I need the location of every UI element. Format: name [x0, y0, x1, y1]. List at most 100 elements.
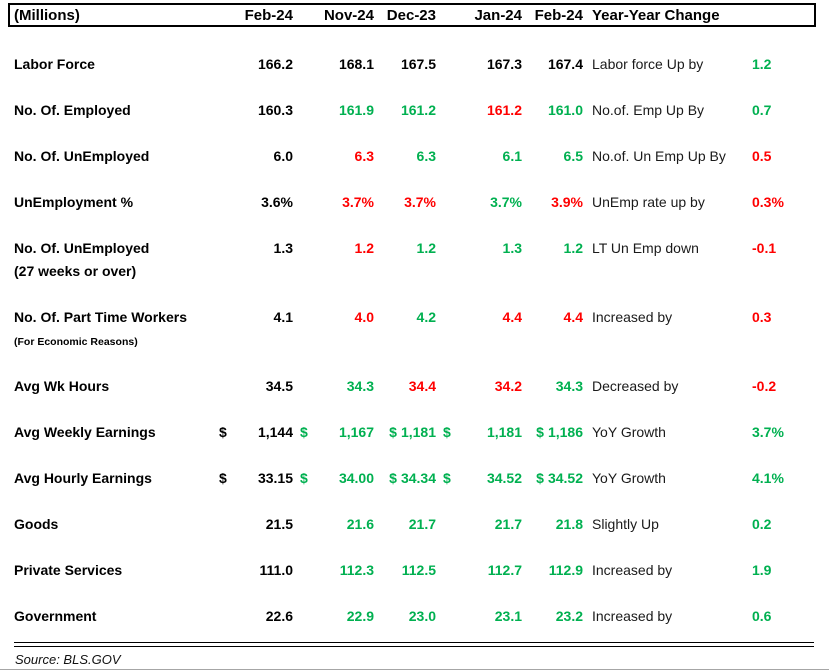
row-label-cell: Labor Force — [14, 57, 219, 72]
cell-value: 1,181 — [400, 424, 436, 440]
row-label-cell: Government — [14, 609, 219, 624]
row-label: Private Services — [14, 562, 123, 578]
cell-value: 21.8 — [555, 516, 583, 532]
value-cell: $1,181 — [443, 425, 526, 440]
cell-value: 4.1 — [273, 309, 293, 325]
value-cell: 3.7% — [300, 195, 378, 210]
value-cell: 21.7 — [378, 517, 440, 532]
value-cell: 23.1 — [443, 609, 526, 624]
value-cell: 3.7% — [378, 195, 440, 210]
value-cell: $1,181 — [378, 425, 440, 440]
table-row: Goods 21.5 21.6 21.7 21.7 21.8 Slightly Up 0.2 — [0, 502, 829, 548]
cell-value: 111.0 — [259, 562, 294, 578]
value-cell: 21.8 — [526, 517, 587, 532]
change-value: 0.5 — [752, 148, 772, 164]
value-cell: 6.5 — [526, 149, 587, 164]
currency-symbol: $ — [219, 424, 227, 440]
cell-value: 34.3 — [346, 378, 374, 394]
cell-value: 4.2 — [416, 309, 436, 325]
header-unit-label: (Millions) — [14, 6, 80, 24]
cell-value: 1.2 — [354, 240, 374, 256]
table-row: No. Of. Part Time Workers (For Economic R… — [0, 295, 829, 364]
cell-value: 112.9 — [548, 562, 583, 578]
row-label-cell: No. Of. Part Time Workers (For Economic R… — [14, 310, 219, 350]
cell-value: 34.00 — [338, 470, 374, 486]
row-label-cell: No. Of. UnEmployed (27 weeks or over) — [14, 241, 219, 279]
row-label: No. Of. UnEmployed — [14, 148, 150, 164]
change-description: YoY Growth — [592, 424, 666, 440]
value-cell: 34.4 — [378, 379, 440, 394]
cell-value: 4.4 — [502, 309, 522, 325]
value-cell: 112.5 — [378, 563, 440, 578]
row-label-cell: Goods — [14, 517, 219, 532]
row-label-cell: No. Of. UnEmployed — [14, 149, 219, 164]
change-description: Slightly Up — [592, 516, 659, 532]
cell-value: 160.3 — [257, 102, 293, 118]
cell-value: 6.3 — [416, 148, 436, 164]
cell-value: 34.52 — [547, 470, 583, 486]
table-row: No. Of. UnEmployed (27 weeks or over) 1.3 1… — [0, 226, 829, 295]
value-cell: 4.4 — [443, 310, 526, 325]
change-description: Decreased by — [592, 378, 679, 394]
table-row: Government 22.6 22.9 23.0 23.1 23.2 Increased … — [0, 594, 829, 640]
row-label: Avg Hourly Earnings — [14, 470, 152, 486]
change-description: No.of. Un Emp Up By — [592, 148, 726, 164]
currency-symbol: $ — [443, 424, 451, 440]
value-cell: 161.0 — [526, 103, 587, 118]
cell-value: 34.52 — [486, 470, 522, 486]
cell-value: 6.0 — [273, 148, 293, 164]
cell-value: 161.2 — [486, 102, 522, 118]
value-cell: $1,186 — [526, 425, 587, 440]
cell-value: 22.9 — [346, 608, 374, 624]
currency-symbol: $ — [219, 470, 227, 486]
table-row: No. Of. Employed 160.3 161.9 161.2 161.2 161.… — [0, 88, 829, 134]
row-label: Avg Wk Hours — [14, 378, 110, 394]
row-label: No. Of. Employed — [14, 102, 131, 118]
cell-value: 21.7 — [494, 516, 522, 532]
cell-value: 1.2 — [563, 240, 583, 256]
cell-value: 3.7% — [342, 194, 374, 210]
cell-value: 1.2 — [416, 240, 436, 256]
value-cell: 111.0 — [219, 563, 297, 578]
row-label: No. Of. Part Time Workers — [14, 309, 187, 325]
value-cell: $34.52 — [526, 471, 587, 486]
cell-value: 3.7% — [490, 194, 522, 210]
cell-value: 4.4 — [563, 309, 583, 325]
change-value: 0.3% — [752, 194, 784, 210]
change-value: 4.1% — [752, 470, 784, 486]
cell-value: 1.3 — [273, 240, 293, 256]
value-cell: 3.6% — [219, 195, 297, 210]
change-description: No.of. Emp Up By — [592, 102, 705, 118]
value-cell: 34.5 — [219, 379, 297, 394]
value-cell: $1,144 — [219, 425, 297, 440]
cell-value: 6.5 — [563, 148, 583, 164]
value-cell: 6.0 — [219, 149, 297, 164]
change-value: -0.1 — [752, 240, 777, 256]
row-label: Labor Force — [14, 56, 95, 72]
header-col-feb24b: Feb-24 — [534, 6, 583, 24]
value-cell: $33.15 — [219, 471, 297, 486]
cell-value: 23.2 — [555, 608, 583, 624]
change-description: Increased by — [592, 608, 673, 624]
table-row: UnEmployment % 3.6% 3.7% 3.7% 3.7% 3.9% UnEmp … — [0, 180, 829, 226]
currency-symbol: $ — [300, 470, 308, 486]
table-body: Labor Force 166.2 168.1 167.5 167.3 167.4 Labo… — [0, 42, 829, 640]
cell-value: 21.5 — [265, 516, 293, 532]
cell-value: 21.6 — [346, 516, 374, 532]
row-label-cell: Private Services — [14, 563, 219, 578]
value-cell: 21.5 — [219, 517, 297, 532]
value-cell: 1.3 — [219, 241, 297, 256]
change-value: 0.7 — [752, 102, 772, 118]
value-cell: 166.2 — [219, 57, 297, 72]
change-value: 0.2 — [752, 516, 772, 532]
currency-symbol: $ — [300, 424, 308, 440]
cell-value: 3.7% — [404, 194, 436, 210]
value-cell: 3.9% — [526, 195, 587, 210]
cell-value: 1.3 — [502, 240, 522, 256]
cell-value: 3.9% — [551, 194, 583, 210]
cell-value: 23.0 — [408, 608, 436, 624]
row-label-cell: Avg Wk Hours — [14, 379, 219, 394]
value-cell: 4.4 — [526, 310, 587, 325]
change-description: Increased by — [592, 309, 673, 325]
change-value: -0.2 — [752, 378, 777, 394]
